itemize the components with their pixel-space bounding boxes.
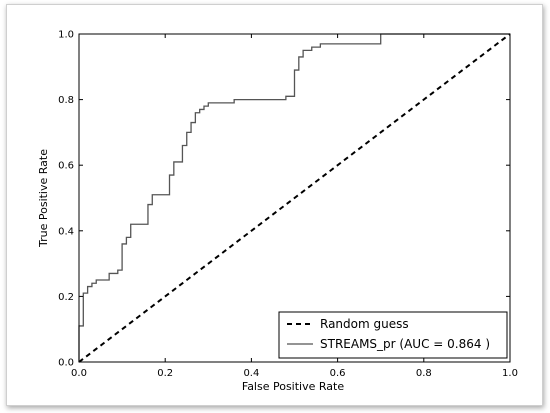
x-axis-label: False Positive Rate <box>242 380 344 393</box>
x-tick-label: 0.0 <box>71 368 87 379</box>
legend-label-random-guess: Random guess <box>320 317 409 331</box>
y-tick-label: 0.8 <box>58 95 74 106</box>
y-tick-label: 0.0 <box>58 358 74 369</box>
x-tick-label: 1.0 <box>502 368 518 379</box>
plot-area <box>78 33 511 363</box>
series-line-streams-pr <box>78 33 510 362</box>
axes: 0.0 0.2 0.4 0.6 0.8 1.0 0.0 0.2 0.4 0.6 0.8 1.0 <box>58 30 518 380</box>
series-line-random-guess <box>78 33 511 363</box>
x-tick-label: 0.8 <box>416 368 432 379</box>
y-tick-label: 0.6 <box>58 161 74 172</box>
y-tick-label: 0.4 <box>58 226 74 237</box>
x-tick-label: 0.6 <box>330 368 346 379</box>
y-tick-label: 1.0 <box>58 30 74 41</box>
legend: Random guess STREAMS_pr (AUC = 0.864 ) <box>278 311 508 359</box>
x-tick-label: 0.4 <box>243 368 259 379</box>
axes-box <box>78 33 511 363</box>
y-tick-label: 0.2 <box>58 292 74 303</box>
y-axis-label: True Positive Rate <box>37 149 50 248</box>
legend-box <box>278 311 508 359</box>
legend-label-streams: STREAMS_pr (AUC = 0.864 ) <box>320 337 490 351</box>
x-tick-label: 0.2 <box>157 368 173 379</box>
